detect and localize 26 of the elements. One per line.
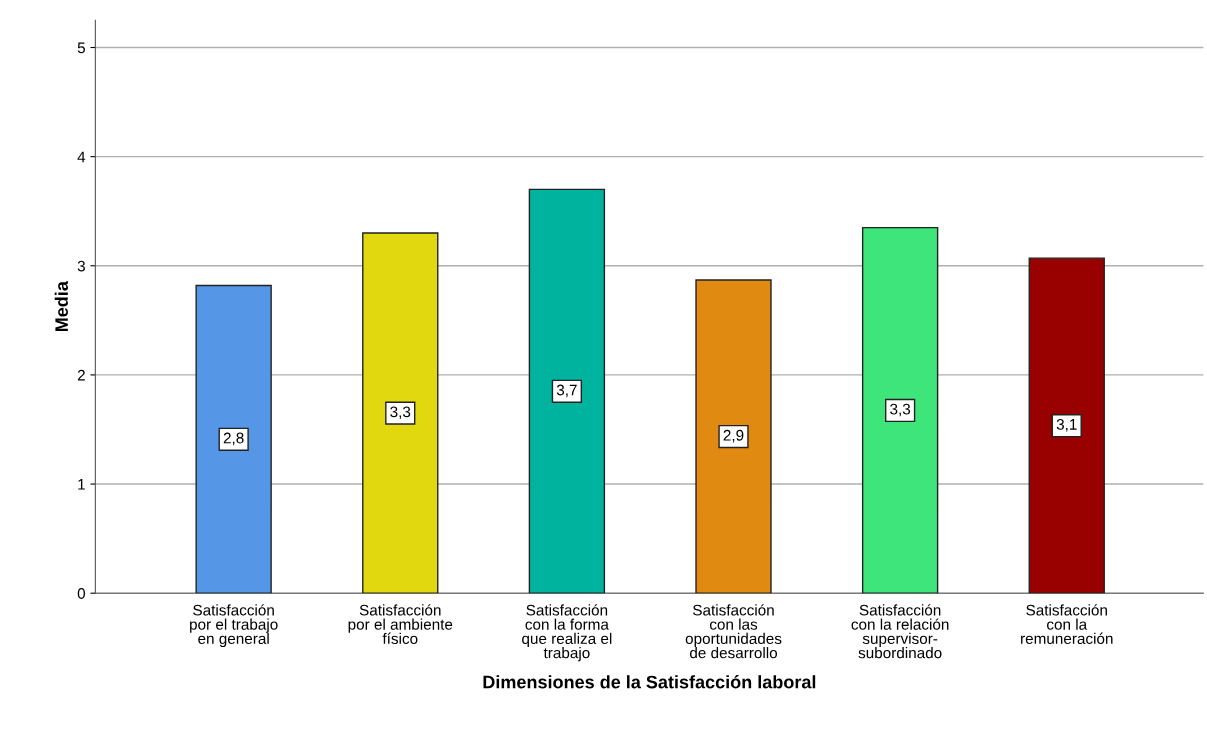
y-axis-title: Media [54, 281, 69, 332]
x-axis-title: Dimensiones de la Satisfacción laboral [483, 675, 816, 689]
y-tick-label: 5 [77, 42, 85, 54]
y-tick-label: 4 [77, 151, 86, 163]
x-tick-label: Satisfacción por el ambiente físico [348, 604, 453, 645]
bar [528, 188, 606, 594]
data-label: 3,3 [890, 403, 911, 417]
x-tick-label: Satisfacción con la forma que realiza el trabajo [522, 604, 612, 662]
bar [1028, 257, 1105, 594]
data-label: 3,3 [390, 406, 411, 420]
data-label: 2,8 [223, 432, 244, 446]
data-label: 2,9 [723, 429, 744, 443]
x-tick-label: Satisfacción con las oportunidades de desarrollo [685, 604, 782, 659]
y-tick-label: 0 [77, 588, 86, 599]
y-tick-label: 2 [77, 369, 85, 381]
x-tick-label: Satisfacción por el trabajo en general [190, 604, 278, 648]
bar [362, 232, 439, 594]
bar [695, 279, 772, 594]
bar [861, 226, 939, 594]
y-tick-label: 1 [78, 479, 85, 490]
data-label: 3,7 [556, 384, 577, 398]
x-tick-label: Satisfacción con la remuneración [1021, 604, 1113, 645]
x-tick-label: Satisfacción con la relación supervisor- subordinado [851, 604, 949, 659]
data-label: 3,1 [1056, 418, 1077, 432]
y-tick-label: 3 [77, 260, 85, 272]
bar [195, 284, 272, 594]
